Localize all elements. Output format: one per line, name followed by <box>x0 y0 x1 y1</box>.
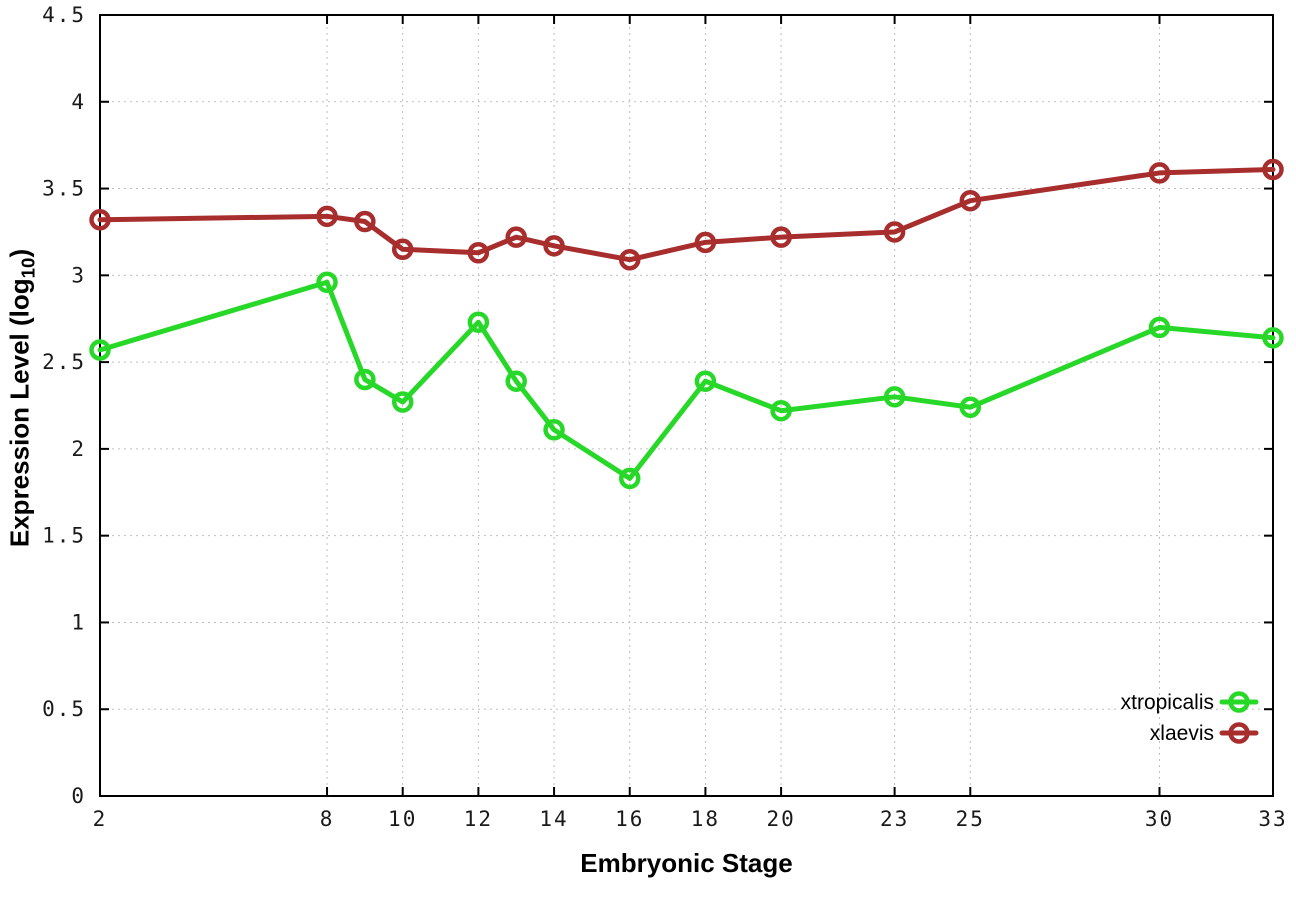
data-point-xtropicalis <box>543 419 565 441</box>
legend-marker-xtropicalis <box>1228 691 1250 713</box>
data-point-xlaevis <box>354 210 376 233</box>
y-tick-label: 1 <box>71 610 86 634</box>
data-point-xtropicalis <box>770 399 792 422</box>
legend-label-xtropicalis: xtropicalis <box>1121 691 1214 714</box>
y-tick-label: 1.5 <box>42 524 86 548</box>
data-point-xlaevis <box>505 226 527 248</box>
data-point-xlaevis <box>883 221 906 243</box>
x-tick-label: 23 <box>880 807 909 831</box>
data-point-xlaevis <box>543 235 565 257</box>
data-point-xlaevis <box>770 226 792 248</box>
x-tick-label: 18 <box>691 807 720 831</box>
legend-label-xlaevis: xlaevis <box>1150 722 1214 745</box>
y-tick-label: 4 <box>71 90 86 114</box>
y-tick-label: 0.5 <box>42 697 86 721</box>
data-point-xlaevis <box>618 248 641 271</box>
data-point-xlaevis <box>959 189 982 212</box>
y-tick-label: 3.5 <box>42 177 86 201</box>
x-axis-title-text: Embryonic Stage <box>580 848 793 878</box>
x-tick-label: 8 <box>320 807 335 831</box>
data-point-xtropicalis <box>391 391 414 413</box>
x-tick-label: 2 <box>93 807 108 831</box>
x-tick-label: 12 <box>464 807 493 831</box>
data-point-xtropicalis <box>316 271 338 294</box>
data-point-xtropicalis <box>354 368 376 391</box>
data-point-xlaevis <box>1262 158 1284 181</box>
data-point-xtropicalis <box>1262 327 1284 349</box>
data-point-xtropicalis <box>694 370 717 392</box>
data-point-xtropicalis <box>467 311 490 333</box>
y-tick-label: 2 <box>71 437 86 461</box>
data-point-xlaevis <box>467 242 490 264</box>
x-tick-label: 25 <box>956 807 985 831</box>
x-tick-label: 10 <box>388 807 417 831</box>
data-point-xtropicalis <box>505 370 527 392</box>
data-point-xtropicalis <box>883 386 906 408</box>
x-tick-label: 16 <box>615 807 644 831</box>
y-tick-label: 3 <box>71 263 86 287</box>
y-axis-title-close: ) <box>4 248 35 258</box>
plot-border <box>99 14 1274 797</box>
y-tick-label: 0 <box>71 784 86 808</box>
y-tick-label: 2.5 <box>42 350 86 374</box>
y-axis-title: Expression Level (log10) <box>4 249 39 547</box>
series-line-xlaevis <box>97 166 1276 263</box>
x-axis-title: Embryonic Stage <box>100 848 1273 879</box>
y-tick-label: 4.5 <box>42 3 86 27</box>
data-point-xlaevis <box>316 205 338 228</box>
y-axis-title-text: Expression Level (log <box>4 278 35 548</box>
data-point-xtropicalis <box>89 339 111 361</box>
y-axis-title-subscript: 10 <box>17 257 39 279</box>
data-point-xtropicalis <box>959 396 982 418</box>
data-point-xlaevis <box>89 209 111 231</box>
x-tick-label: 30 <box>1145 807 1174 831</box>
data-point-xlaevis <box>391 238 414 261</box>
x-tick-label: 14 <box>539 807 568 831</box>
x-tick-label: 20 <box>766 807 795 831</box>
legend-marker-xlaevis <box>1228 722 1250 744</box>
data-point-xtropicalis <box>1148 316 1171 339</box>
data-point-xlaevis <box>1148 162 1171 184</box>
x-tick-label: 33 <box>1258 807 1287 831</box>
data-point-xtropicalis <box>618 467 641 490</box>
data-point-xlaevis <box>694 231 717 254</box>
